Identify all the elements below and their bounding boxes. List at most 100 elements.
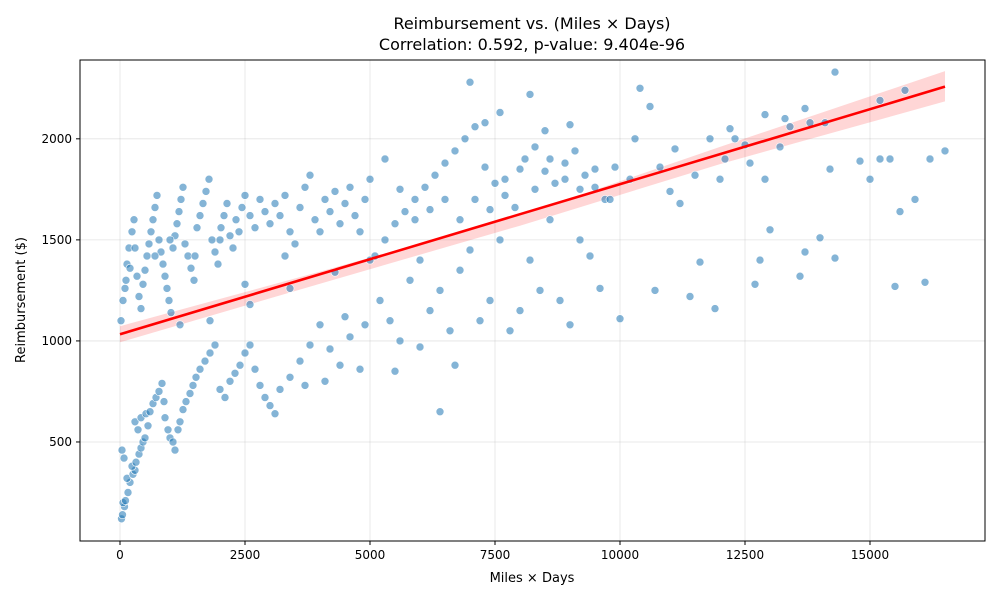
data-point <box>165 235 175 245</box>
data-point <box>173 425 183 435</box>
data-point <box>725 124 735 133</box>
data-point <box>159 397 169 406</box>
data-point <box>219 211 229 220</box>
data-point <box>178 183 188 192</box>
data-point <box>142 251 152 261</box>
data-point <box>210 340 220 350</box>
data-point <box>245 340 255 350</box>
data-point <box>198 199 208 208</box>
data-point <box>154 235 164 245</box>
y-tick-label: 1500 <box>41 233 72 247</box>
x-tick-label: 10000 <box>601 548 639 562</box>
data-point <box>540 126 550 135</box>
data-point <box>780 114 790 123</box>
data-point <box>285 372 295 382</box>
data-point <box>164 296 174 305</box>
data-point <box>240 191 250 200</box>
data-point <box>410 195 420 204</box>
data-point <box>240 348 250 358</box>
x-tick-label: 12500 <box>726 548 764 562</box>
data-point <box>340 312 350 322</box>
data-point <box>188 381 198 390</box>
data-point <box>695 257 705 267</box>
data-point <box>635 84 645 93</box>
data-point <box>122 473 132 483</box>
data-point <box>355 227 365 237</box>
data-point <box>460 134 470 144</box>
data-point <box>280 191 290 200</box>
data-point <box>260 393 270 402</box>
data-point <box>315 320 325 330</box>
data-point <box>285 227 295 237</box>
data-point <box>645 102 655 111</box>
data-point <box>535 286 545 295</box>
data-point <box>191 372 201 382</box>
data-point <box>160 271 170 281</box>
y-axis-label: Reimbursement ($) <box>14 237 29 363</box>
data-point <box>435 407 445 417</box>
data-point <box>440 195 450 204</box>
data-point <box>305 340 315 350</box>
data-point <box>940 146 950 156</box>
data-point <box>560 158 570 168</box>
data-point <box>300 183 310 192</box>
data-point <box>750 279 760 289</box>
data-point <box>132 271 142 281</box>
data-point <box>800 247 810 257</box>
data-point <box>565 120 575 129</box>
data-point <box>245 300 255 309</box>
data-point <box>540 166 550 176</box>
data-point <box>760 174 770 184</box>
data-point <box>156 247 166 257</box>
data-point <box>255 195 265 204</box>
data-point <box>204 174 214 184</box>
data-point <box>138 279 148 289</box>
data-point <box>150 251 160 261</box>
data-point <box>505 326 515 336</box>
data-point <box>425 306 435 315</box>
data-point <box>605 195 615 204</box>
data-point <box>525 255 535 265</box>
data-point <box>310 215 320 224</box>
data-point <box>145 407 155 417</box>
data-point <box>755 255 765 265</box>
confidence-band-layer <box>120 71 945 343</box>
data-point <box>480 162 490 172</box>
data-point <box>325 344 335 354</box>
x-tick-label: 2500 <box>230 548 261 562</box>
data-point <box>255 381 265 390</box>
data-point <box>530 185 540 194</box>
data-point <box>163 425 173 435</box>
data-point <box>400 207 410 216</box>
data-point <box>380 154 390 164</box>
data-point <box>125 263 135 273</box>
data-point <box>715 174 725 184</box>
data-point <box>131 457 141 467</box>
chart-subtitle: Correlation: 0.592, p-value: 9.404e-96 <box>379 35 685 54</box>
y-tick-label: 1000 <box>41 334 72 348</box>
data-point <box>225 376 235 386</box>
data-point <box>855 156 865 166</box>
data-point <box>355 364 365 374</box>
data-points <box>116 67 950 524</box>
data-point <box>133 425 143 435</box>
data-point <box>410 215 420 224</box>
data-point <box>118 296 128 305</box>
data-point <box>795 271 805 281</box>
data-point <box>365 174 375 184</box>
data-point <box>250 364 260 374</box>
data-point <box>143 421 153 431</box>
data-point <box>176 195 186 204</box>
data-point <box>129 215 139 224</box>
data-point <box>213 259 223 269</box>
data-point <box>180 239 190 249</box>
data-point <box>160 413 170 423</box>
x-tick-label: 5000 <box>355 548 386 562</box>
data-point <box>530 142 540 152</box>
data-point <box>510 203 520 212</box>
data-point <box>580 170 590 180</box>
data-point <box>350 211 360 220</box>
data-point <box>830 67 840 77</box>
data-point <box>140 265 150 275</box>
